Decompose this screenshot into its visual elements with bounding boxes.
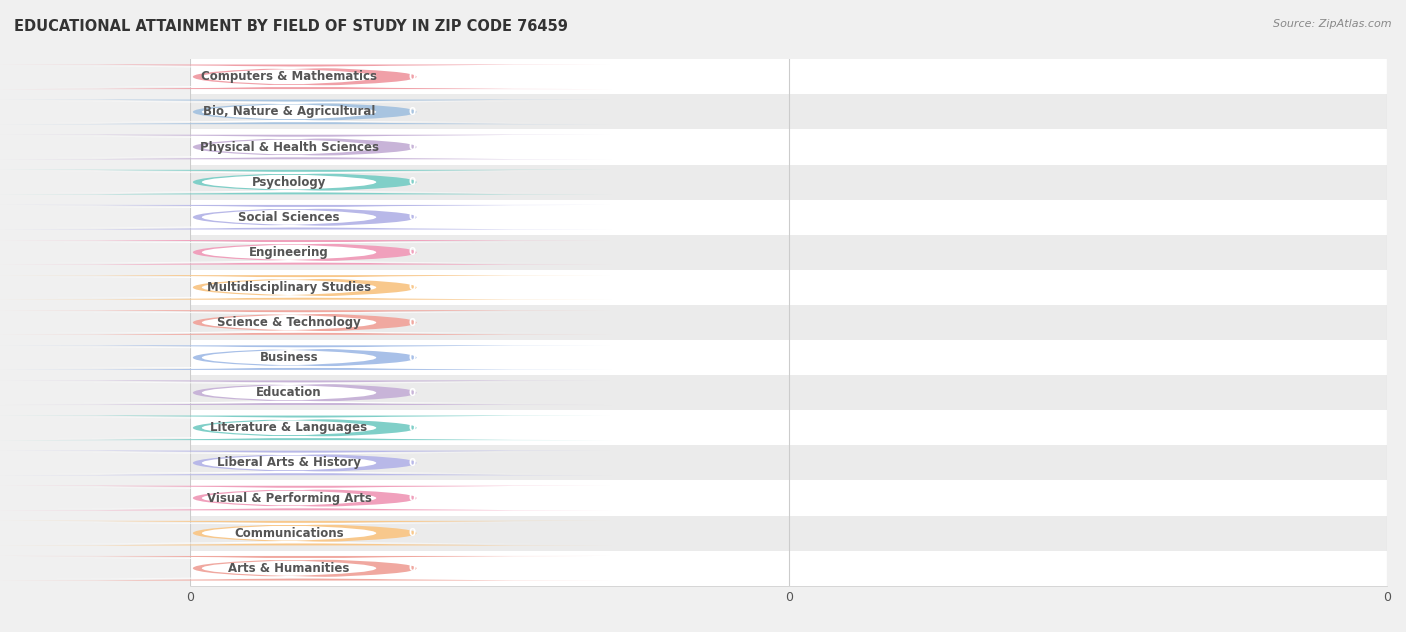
Text: 0: 0 [409, 387, 416, 398]
Bar [0, 200, 1406, 234]
Text: Psychology: Psychology [252, 176, 326, 188]
Bar [0, 94, 1406, 130]
FancyBboxPatch shape [0, 205, 612, 229]
Bar [0, 270, 1406, 305]
Text: 0: 0 [409, 107, 416, 117]
Text: Education: Education [256, 386, 322, 399]
Bar [0, 130, 1406, 164]
Text: Literature & Languages: Literature & Languages [211, 422, 367, 434]
Text: 0: 0 [409, 563, 416, 573]
FancyBboxPatch shape [0, 345, 612, 370]
Bar [0, 340, 1406, 375]
FancyBboxPatch shape [24, 137, 554, 157]
FancyBboxPatch shape [24, 488, 554, 508]
Bar [0, 305, 1406, 340]
FancyBboxPatch shape [24, 172, 554, 192]
FancyBboxPatch shape [24, 312, 554, 333]
Text: Computers & Mathematics: Computers & Mathematics [201, 70, 377, 83]
FancyBboxPatch shape [0, 380, 612, 405]
Text: Source: ZipAtlas.com: Source: ZipAtlas.com [1274, 19, 1392, 29]
FancyBboxPatch shape [0, 135, 612, 159]
Bar [0, 59, 1406, 94]
FancyBboxPatch shape [0, 275, 612, 300]
Text: Social Sciences: Social Sciences [238, 210, 340, 224]
Bar [0, 375, 1406, 410]
FancyBboxPatch shape [24, 523, 554, 544]
FancyBboxPatch shape [0, 100, 612, 124]
Text: Science & Technology: Science & Technology [217, 316, 361, 329]
Text: 0: 0 [409, 247, 416, 257]
FancyBboxPatch shape [0, 486, 612, 510]
Bar [0, 410, 1406, 446]
Text: Liberal Arts & History: Liberal Arts & History [217, 456, 361, 470]
Text: 0: 0 [409, 72, 416, 82]
Text: 0: 0 [409, 212, 416, 222]
Text: Communications: Communications [235, 526, 344, 540]
FancyBboxPatch shape [0, 310, 612, 335]
Text: 0: 0 [409, 458, 416, 468]
FancyBboxPatch shape [0, 451, 612, 475]
FancyBboxPatch shape [24, 207, 554, 228]
FancyBboxPatch shape [0, 416, 612, 440]
Text: 0: 0 [409, 528, 416, 538]
FancyBboxPatch shape [24, 277, 554, 298]
Bar [0, 516, 1406, 550]
Text: Visual & Performing Arts: Visual & Performing Arts [207, 492, 371, 504]
Text: Multidisciplinary Studies: Multidisciplinary Studies [207, 281, 371, 294]
FancyBboxPatch shape [24, 102, 554, 122]
FancyBboxPatch shape [24, 242, 554, 263]
Bar [0, 550, 1406, 586]
FancyBboxPatch shape [24, 382, 554, 403]
FancyBboxPatch shape [0, 521, 612, 545]
Text: 0: 0 [409, 353, 416, 363]
FancyBboxPatch shape [0, 64, 612, 89]
Text: Engineering: Engineering [249, 246, 329, 259]
FancyBboxPatch shape [24, 418, 554, 438]
Text: 0: 0 [409, 423, 416, 433]
Text: Business: Business [260, 351, 318, 364]
Text: 0: 0 [409, 283, 416, 293]
FancyBboxPatch shape [24, 558, 554, 578]
Text: 0: 0 [409, 142, 416, 152]
Text: 0: 0 [409, 493, 416, 503]
Text: EDUCATIONAL ATTAINMENT BY FIELD OF STUDY IN ZIP CODE 76459: EDUCATIONAL ATTAINMENT BY FIELD OF STUDY… [14, 19, 568, 34]
FancyBboxPatch shape [24, 348, 554, 368]
Bar [0, 446, 1406, 480]
Bar [0, 480, 1406, 516]
Text: 0: 0 [409, 177, 416, 187]
FancyBboxPatch shape [24, 66, 554, 87]
Text: Arts & Humanities: Arts & Humanities [228, 562, 350, 574]
FancyBboxPatch shape [0, 240, 612, 265]
FancyBboxPatch shape [0, 170, 612, 195]
Bar [0, 164, 1406, 200]
FancyBboxPatch shape [24, 453, 554, 473]
Text: Physical & Health Sciences: Physical & Health Sciences [200, 140, 378, 154]
FancyBboxPatch shape [0, 556, 612, 581]
Text: Bio, Nature & Agricultural: Bio, Nature & Agricultural [202, 106, 375, 118]
Text: 0: 0 [409, 317, 416, 327]
Bar [0, 234, 1406, 270]
